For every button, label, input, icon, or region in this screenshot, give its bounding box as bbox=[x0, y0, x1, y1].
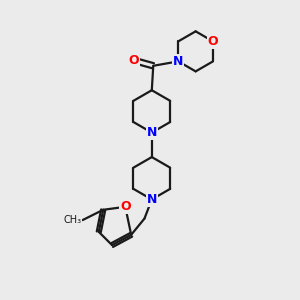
Text: N: N bbox=[147, 193, 157, 206]
Text: N: N bbox=[173, 55, 184, 68]
Text: O: O bbox=[129, 54, 140, 67]
Text: O: O bbox=[120, 200, 130, 213]
Text: N: N bbox=[147, 126, 157, 139]
Text: CH₃: CH₃ bbox=[63, 215, 81, 225]
Text: O: O bbox=[208, 35, 218, 48]
